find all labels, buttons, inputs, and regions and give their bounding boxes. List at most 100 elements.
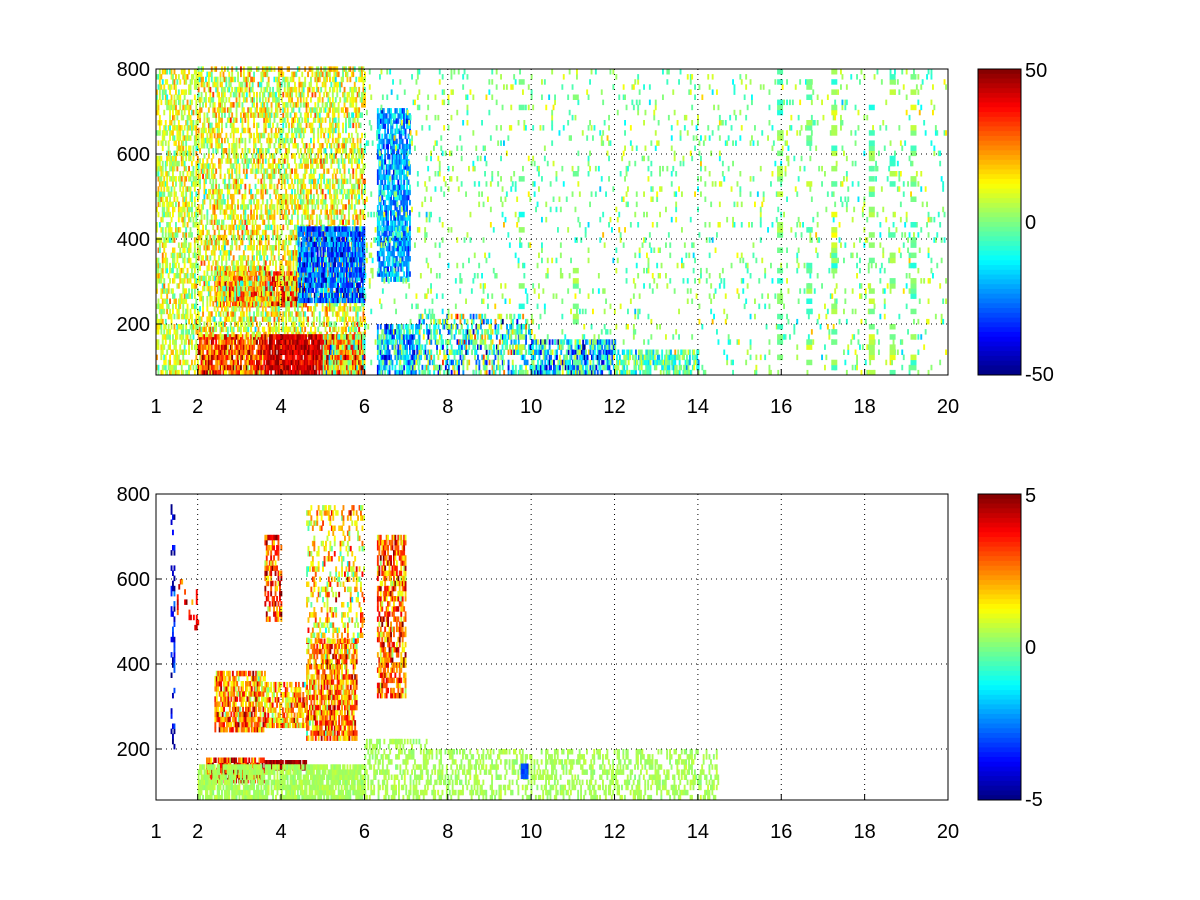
heatmap-cell xyxy=(308,188,311,195)
heatmap-cell xyxy=(310,214,312,220)
heatmap-cell xyxy=(352,122,355,129)
heatmap-cell xyxy=(295,326,298,333)
heatmap-cell xyxy=(206,301,209,307)
heatmap-cell xyxy=(302,97,305,103)
heatmap-cell xyxy=(330,127,333,134)
heatmap-cell xyxy=(164,99,167,106)
heatmap-cell xyxy=(270,112,273,118)
heatmap-cell xyxy=(261,354,264,361)
heatmap-cell xyxy=(216,204,219,210)
heatmap-cell xyxy=(318,148,321,154)
heatmap-cell xyxy=(264,158,267,164)
heatmap-cell xyxy=(324,137,327,144)
heatmap-cell xyxy=(210,339,213,345)
heatmap-cell xyxy=(221,270,223,276)
heatmap-cell xyxy=(189,150,192,157)
heatmap-cell xyxy=(172,201,174,208)
heatmap-cell xyxy=(317,117,320,123)
heatmap-cell xyxy=(261,219,264,225)
heatmap-cell xyxy=(235,102,238,108)
heatmap-cell xyxy=(261,158,264,164)
heatmap-cell xyxy=(235,137,238,144)
heatmap-cell xyxy=(352,321,355,327)
heatmap-cell xyxy=(186,329,189,335)
heatmap-cell xyxy=(167,99,170,106)
heatmap-cell xyxy=(183,211,186,218)
heatmap-cell xyxy=(212,102,215,108)
heatmap-cell xyxy=(292,76,295,83)
heatmap-cell xyxy=(355,76,358,83)
heatmap-cell xyxy=(241,137,244,144)
heatmap-cell xyxy=(289,239,292,246)
heatmap-cell xyxy=(358,188,361,195)
heatmap-cell xyxy=(206,255,209,261)
heatmap-cell xyxy=(294,306,296,312)
heatmap-cell xyxy=(192,171,195,177)
heatmap-cell xyxy=(210,364,213,371)
heatmap-cell xyxy=(355,316,358,322)
heatmap-cell xyxy=(213,316,216,322)
heatmap-cell xyxy=(343,311,346,317)
heatmap-cell xyxy=(270,326,273,333)
heatmap-cell xyxy=(231,339,234,345)
heatmap-cell xyxy=(301,178,304,185)
heatmap-cell xyxy=(280,229,283,236)
heatmap-cell xyxy=(288,148,290,154)
heatmap-cell xyxy=(304,209,307,215)
heatmap-cell xyxy=(333,117,336,123)
heatmap-cell xyxy=(158,191,161,197)
heatmap-cell xyxy=(195,165,198,172)
heatmap-cell xyxy=(169,334,171,340)
heatmap-cell xyxy=(240,311,242,317)
heatmap-cell xyxy=(320,199,323,205)
heatmap-cell xyxy=(285,234,288,241)
heatmap-cell xyxy=(241,265,244,271)
heatmap-cell xyxy=(286,102,289,108)
heatmap-cell xyxy=(195,104,198,111)
heatmap-cell xyxy=(282,102,285,108)
heatmap-cell xyxy=(237,178,239,185)
heatmap-cell xyxy=(156,171,158,177)
heatmap-cell xyxy=(261,102,264,108)
heatmap-cell xyxy=(251,255,254,261)
heatmap-cell xyxy=(306,292,309,299)
heatmap-cell xyxy=(324,193,327,200)
heatmap-cell xyxy=(250,364,253,371)
heatmap-cell xyxy=(192,120,195,126)
heatmap-cell xyxy=(324,209,327,215)
heatmap-cell xyxy=(207,326,210,333)
heatmap-cell xyxy=(218,344,220,350)
heatmap-cell xyxy=(329,86,331,93)
heatmap-cell xyxy=(247,148,250,154)
heatmap-cell xyxy=(352,97,355,103)
heatmap-cell xyxy=(359,219,362,225)
heatmap-cell xyxy=(163,344,166,350)
heatmap-cell xyxy=(216,81,219,88)
heatmap-cell xyxy=(337,148,340,154)
heatmap-cell xyxy=(247,204,250,210)
heatmap-cell xyxy=(323,199,326,205)
heatmap-cell xyxy=(203,153,206,159)
heatmap-cell xyxy=(205,224,207,231)
heatmap-cell xyxy=(294,301,296,307)
heatmap-cell xyxy=(180,69,183,75)
heatmap-cell xyxy=(235,344,238,350)
heatmap-cell xyxy=(176,313,179,320)
heatmap-cell xyxy=(156,288,158,294)
heatmap-cell xyxy=(273,188,276,195)
heatmap-cell xyxy=(361,153,363,159)
heatmap-cell xyxy=(282,91,285,98)
heatmap-cell xyxy=(182,359,185,366)
heatmap-cell xyxy=(164,318,167,325)
heatmap-cell xyxy=(234,91,237,98)
heatmap-cell xyxy=(215,178,218,185)
heatmap-cell xyxy=(164,227,167,233)
heatmap-cell xyxy=(169,354,171,361)
heatmap-cell xyxy=(179,359,182,366)
heatmap-cell xyxy=(197,364,200,371)
heatmap-cell xyxy=(263,359,266,366)
heatmap-cell xyxy=(241,158,244,164)
heatmap-cell xyxy=(280,316,283,322)
heatmap-cell xyxy=(358,91,361,98)
heatmap-cell xyxy=(263,339,266,345)
